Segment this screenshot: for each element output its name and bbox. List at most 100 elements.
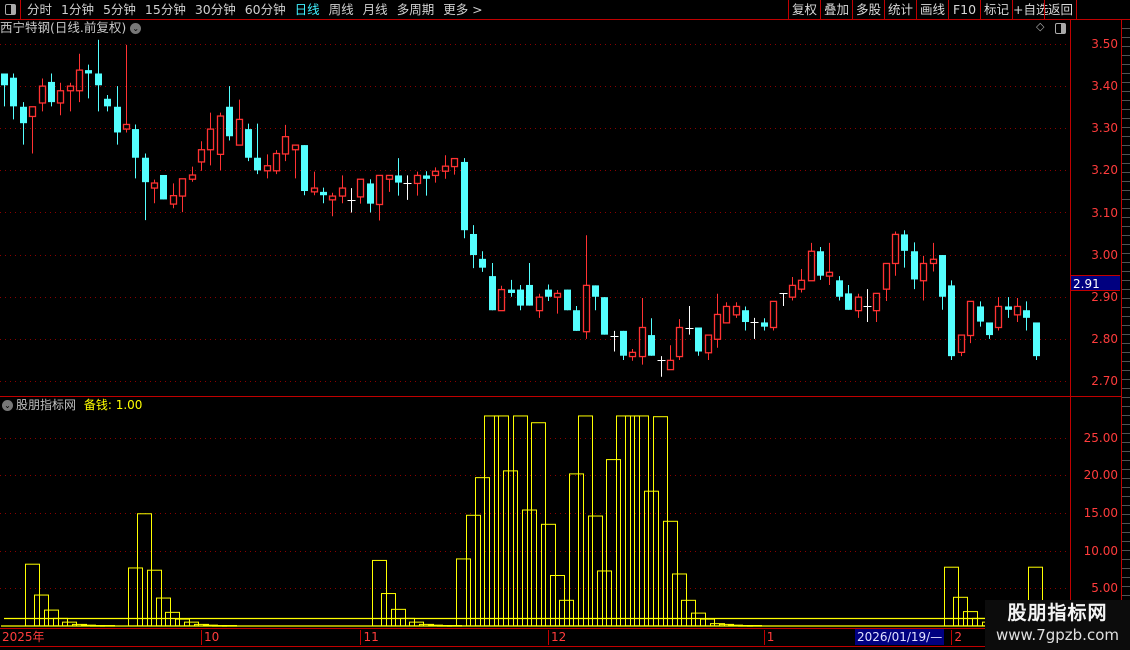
candle[interactable]	[863, 289, 872, 323]
candle[interactable]	[497, 285, 506, 312]
candle[interactable]	[1013, 298, 1022, 323]
candle[interactable]	[197, 141, 206, 171]
candle[interactable]	[610, 330, 619, 352]
candle[interactable]	[66, 82, 75, 112]
candle[interactable]	[1, 73, 8, 107]
draw-line-button[interactable]: 画线	[916, 0, 948, 19]
candle[interactable]	[263, 154, 272, 179]
tab-weekly[interactable]: 周线	[328, 2, 354, 17]
candle[interactable]	[957, 334, 966, 357]
candle[interactable]	[328, 192, 337, 217]
multi-stock-button[interactable]: 多股	[852, 0, 884, 19]
candle[interactable]	[169, 183, 178, 209]
candle[interactable]	[769, 300, 778, 331]
candle[interactable]	[592, 285, 599, 311]
candle[interactable]	[226, 86, 233, 141]
candle[interactable]	[657, 356, 666, 377]
candle[interactable]	[601, 297, 608, 335]
candle[interactable]	[423, 171, 430, 196]
candle[interactable]	[882, 262, 891, 301]
candle[interactable]	[722, 302, 731, 324]
candle[interactable]	[461, 158, 468, 239]
candle[interactable]	[245, 123, 252, 162]
candle[interactable]	[114, 86, 121, 145]
candle[interactable]	[901, 230, 908, 268]
candle[interactable]	[142, 153, 149, 221]
candle[interactable]	[761, 318, 768, 331]
candle[interactable]	[977, 301, 984, 327]
candle[interactable]	[489, 263, 496, 311]
candle[interactable]	[56, 82, 65, 116]
candle[interactable]	[178, 178, 187, 213]
candle[interactable]	[272, 150, 281, 175]
candle[interactable]	[582, 235, 591, 339]
candle[interactable]	[216, 112, 225, 171]
candle[interactable]	[320, 187, 327, 204]
candle[interactable]	[310, 171, 319, 196]
candle[interactable]	[994, 297, 1003, 331]
tab-60min[interactable]: 60分钟	[244, 2, 286, 17]
candle[interactable]	[526, 263, 533, 306]
chevron-down-icon[interactable]: ⌄	[130, 23, 142, 34]
candle[interactable]	[206, 112, 215, 166]
candle[interactable]	[188, 166, 197, 182]
mark-button[interactable]: 标记	[980, 0, 1012, 19]
candle[interactable]	[742, 306, 749, 331]
candle[interactable]	[413, 171, 422, 196]
candle[interactable]	[872, 292, 881, 323]
candle[interactable]	[638, 298, 647, 365]
candle[interactable]	[845, 284, 852, 310]
candle[interactable]	[948, 280, 955, 360]
candle[interactable]	[150, 179, 159, 204]
tab-30min[interactable]: 30分钟	[194, 2, 236, 17]
candle[interactable]	[95, 39, 102, 112]
candle[interactable]	[666, 345, 675, 371]
candle[interactable]	[479, 251, 486, 272]
candle[interactable]	[648, 318, 655, 356]
candle[interactable]	[301, 145, 308, 196]
candle[interactable]	[573, 306, 580, 331]
candle[interactable]	[1023, 301, 1030, 331]
candle[interactable]	[797, 268, 806, 293]
candle[interactable]	[20, 102, 27, 145]
candle[interactable]	[10, 73, 17, 120]
add-watchlist-button[interactable]: +自选	[1012, 0, 1049, 19]
candle[interactable]	[375, 174, 384, 221]
adjust-rights-button[interactable]: 复权	[788, 0, 820, 19]
candle[interactable]	[160, 175, 167, 200]
candle[interactable]	[966, 300, 975, 344]
candle[interactable]	[367, 179, 374, 213]
candle[interactable]	[385, 174, 394, 192]
candle[interactable]	[85, 64, 92, 99]
candle[interactable]	[545, 284, 552, 301]
sidebar-toggle-button[interactable]	[0, 0, 21, 19]
candle[interactable]	[431, 167, 440, 183]
candle[interactable]	[620, 330, 627, 360]
candle[interactable]	[713, 293, 722, 348]
candle[interactable]	[750, 317, 759, 339]
candle[interactable]	[807, 242, 816, 282]
candle[interactable]	[1033, 322, 1040, 360]
indicator-name[interactable]: 股朋指标网	[16, 398, 77, 412]
candle[interactable]	[356, 178, 365, 204]
tab-multi-period[interactable]: 多周期	[396, 2, 435, 17]
candle[interactable]	[817, 247, 824, 280]
side-panel[interactable]	[1122, 20, 1130, 648]
candle[interactable]	[704, 334, 713, 360]
candle[interactable]	[919, 255, 928, 301]
candle[interactable]	[695, 327, 702, 356]
tab-daily[interactable]: 日线	[294, 2, 320, 17]
tab-monthly[interactable]: 月线	[362, 2, 388, 17]
candle[interactable]	[836, 276, 843, 301]
candle[interactable]	[395, 158, 402, 196]
kline-chart[interactable]	[0, 0, 1070, 628]
candle[interactable]	[564, 289, 571, 311]
candle[interactable]	[132, 124, 139, 179]
candle[interactable]	[825, 242, 834, 285]
candle[interactable]	[48, 73, 55, 107]
candle[interactable]	[788, 276, 797, 301]
back-button[interactable]: 返回	[1044, 0, 1077, 19]
candle[interactable]	[685, 306, 694, 335]
candle[interactable]	[235, 99, 244, 146]
candle[interactable]	[38, 78, 47, 112]
